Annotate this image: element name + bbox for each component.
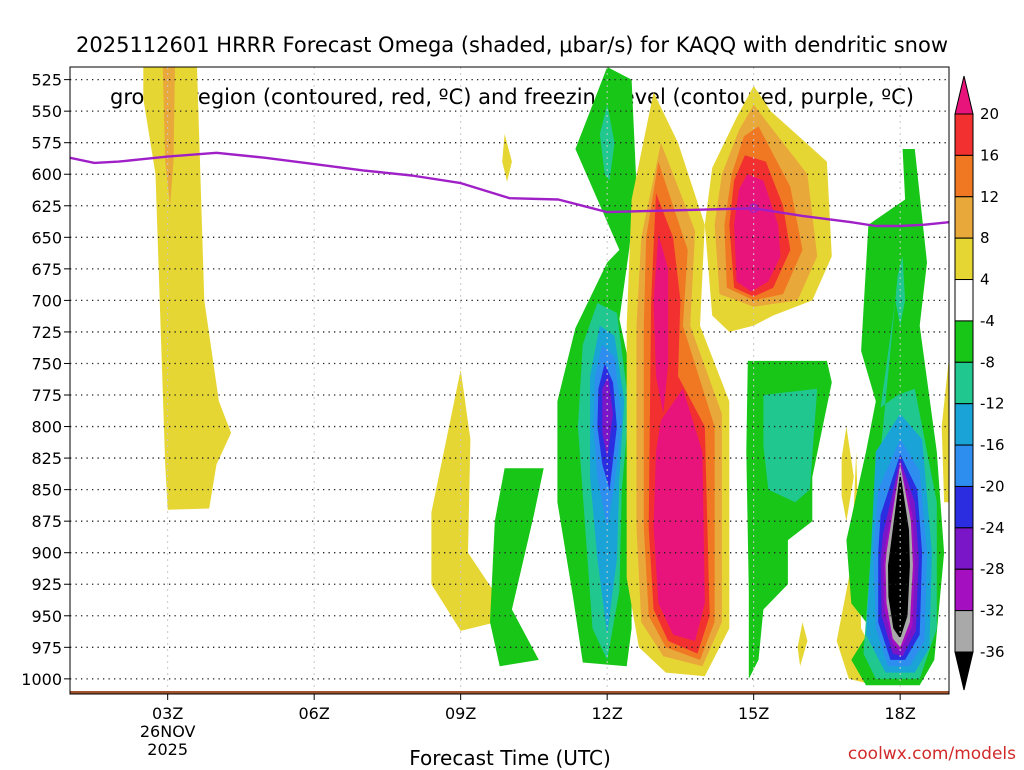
y-tick-label-700: 700 bbox=[31, 291, 62, 310]
colorbar-bin-4 bbox=[954, 237, 974, 281]
y-tick-label-1000: 1000 bbox=[21, 670, 62, 689]
colorbar-label-13: -36 bbox=[980, 643, 1005, 661]
colorbar-label-9: -20 bbox=[980, 477, 1005, 495]
colorbar-label-0: 20 bbox=[980, 105, 999, 123]
chart-title: 2025112601 HRRR Forecast Omega (shaded, … bbox=[0, 6, 1024, 136]
colorbar-label-7: -12 bbox=[980, 395, 1005, 413]
omega-region-0930-small-yellow bbox=[502, 133, 512, 182]
colorbar-label-6: -8 bbox=[980, 353, 995, 371]
omega-region-12z-purple bbox=[602, 376, 613, 459]
y-tick-label-575: 575 bbox=[31, 134, 62, 153]
y-tick-label-550: 550 bbox=[31, 102, 62, 121]
colorbar-bin-5 bbox=[954, 279, 974, 322]
y-tick-label-750: 750 bbox=[31, 354, 62, 373]
colorbar-label-1: 16 bbox=[980, 146, 999, 164]
colorbar-bin-12 bbox=[954, 568, 974, 612]
x-tick-sublabel-1: 2025 bbox=[147, 740, 188, 759]
ground-layer bbox=[70, 691, 949, 694]
omega-region-03z-yellow-column bbox=[143, 67, 232, 510]
y-tick-label-800: 800 bbox=[31, 418, 62, 437]
colorbar-bin-9 bbox=[954, 444, 974, 487]
colorbar-label-10: -24 bbox=[980, 519, 1005, 537]
plot-frame bbox=[69, 66, 950, 695]
omega-region-15z-magenta bbox=[734, 174, 781, 292]
y-tick-label-650: 650 bbox=[31, 228, 62, 247]
y-tick-label-825: 825 bbox=[31, 449, 62, 468]
omega-region-17z-small-yellow bbox=[841, 426, 854, 522]
freezing-level-layer bbox=[70, 151, 949, 228]
colorbar-label-4: 4 bbox=[980, 271, 990, 289]
y-tick-label-625: 625 bbox=[31, 197, 62, 216]
colorbar-label-3: 8 bbox=[980, 229, 990, 247]
colorbar-bin-bottom bbox=[954, 651, 974, 691]
omega-region-13z-magenta-lower bbox=[653, 388, 705, 641]
colorbar-label-2: 12 bbox=[980, 188, 999, 206]
y-tick-label-775: 775 bbox=[31, 386, 62, 405]
chart-title-line-1: 2025112601 HRRR Forecast Omega (shaded, … bbox=[76, 33, 948, 57]
ground-strip bbox=[70, 691, 949, 694]
colorbar-bin-1 bbox=[954, 113, 974, 156]
x-axis-title: Forecast Time (UTC) bbox=[409, 746, 611, 770]
freezing-level-marker bbox=[748, 203, 759, 214]
x-tick-label-03Z: 03Z bbox=[152, 704, 183, 723]
x-tick-sublabel-0: 26NOV bbox=[140, 722, 196, 741]
omega-region-12z-teal-upper bbox=[599, 104, 615, 181]
credit-link[interactable]: coolwx.com/models bbox=[847, 744, 1016, 764]
colorbar-bin-10 bbox=[954, 485, 974, 529]
x-tick-label-15Z: 15Z bbox=[738, 704, 769, 723]
y-tick-label-525: 525 bbox=[31, 71, 62, 90]
y-tick-label-725: 725 bbox=[31, 323, 62, 342]
y-tick-label-975: 975 bbox=[31, 638, 62, 657]
colorbar-bin-7 bbox=[954, 361, 974, 405]
y-tick-label-850: 850 bbox=[31, 481, 62, 500]
x-tick-label-06Z: 06Z bbox=[299, 704, 330, 723]
y-tick-label-675: 675 bbox=[31, 260, 62, 279]
colorbar-label-8: -16 bbox=[980, 436, 1005, 454]
colorbar-bin-top bbox=[954, 75, 974, 115]
x-tick-label-09Z: 09Z bbox=[445, 704, 476, 723]
y-tick-label-925: 925 bbox=[31, 575, 62, 594]
chart-title-line-2: growth region (contoured, red, ºC) and f… bbox=[110, 85, 914, 109]
colorbar-bin-11 bbox=[954, 527, 974, 570]
y-tick-label-950: 950 bbox=[31, 607, 62, 626]
colorbar-bin-2 bbox=[954, 154, 974, 198]
omega-shaded-regions bbox=[143, 67, 949, 686]
x-tick-label-18Z: 18Z bbox=[885, 704, 916, 723]
omega-region-03z-orange-core bbox=[162, 67, 175, 206]
grid-lines bbox=[70, 67, 949, 694]
colorbar: 20 16 12 8 4 -4 -8 -12 -16 -20 -24 -28 -32 -36 bbox=[954, 75, 1005, 691]
colorbar-bin-8 bbox=[954, 403, 974, 446]
colorbar-label-12: -32 bbox=[980, 602, 1005, 620]
axes: 525 550 575 600 625 650 675 700 725 750 775 800 825 8… bbox=[21, 66, 950, 759]
omega-region-18z-black bbox=[888, 472, 910, 639]
omega-region-19z-yellow-edge bbox=[941, 357, 949, 503]
omega-region-13z-magenta-upper bbox=[653, 234, 669, 414]
y-tick-label-875: 875 bbox=[31, 512, 62, 531]
omega-region-10z-green bbox=[490, 468, 544, 667]
colorbar-label-5: -4 bbox=[980, 312, 995, 330]
omega-region-09z-yellow-lower bbox=[431, 369, 512, 631]
y-tick-label-600: 600 bbox=[31, 165, 62, 184]
colorbar-bin-6 bbox=[954, 320, 974, 363]
freezing-level-line bbox=[70, 151, 949, 228]
x-tick-label-12Z: 12Z bbox=[592, 704, 623, 723]
colorbar-label-11: -28 bbox=[980, 560, 1005, 578]
omega-region-1630-small-yellow bbox=[797, 622, 808, 667]
y-tick-label-900: 900 bbox=[31, 544, 62, 563]
colorbar-bin-3 bbox=[954, 196, 974, 239]
colorbar-bin-13 bbox=[954, 610, 974, 653]
omega-region-16z-teal bbox=[763, 388, 818, 503]
